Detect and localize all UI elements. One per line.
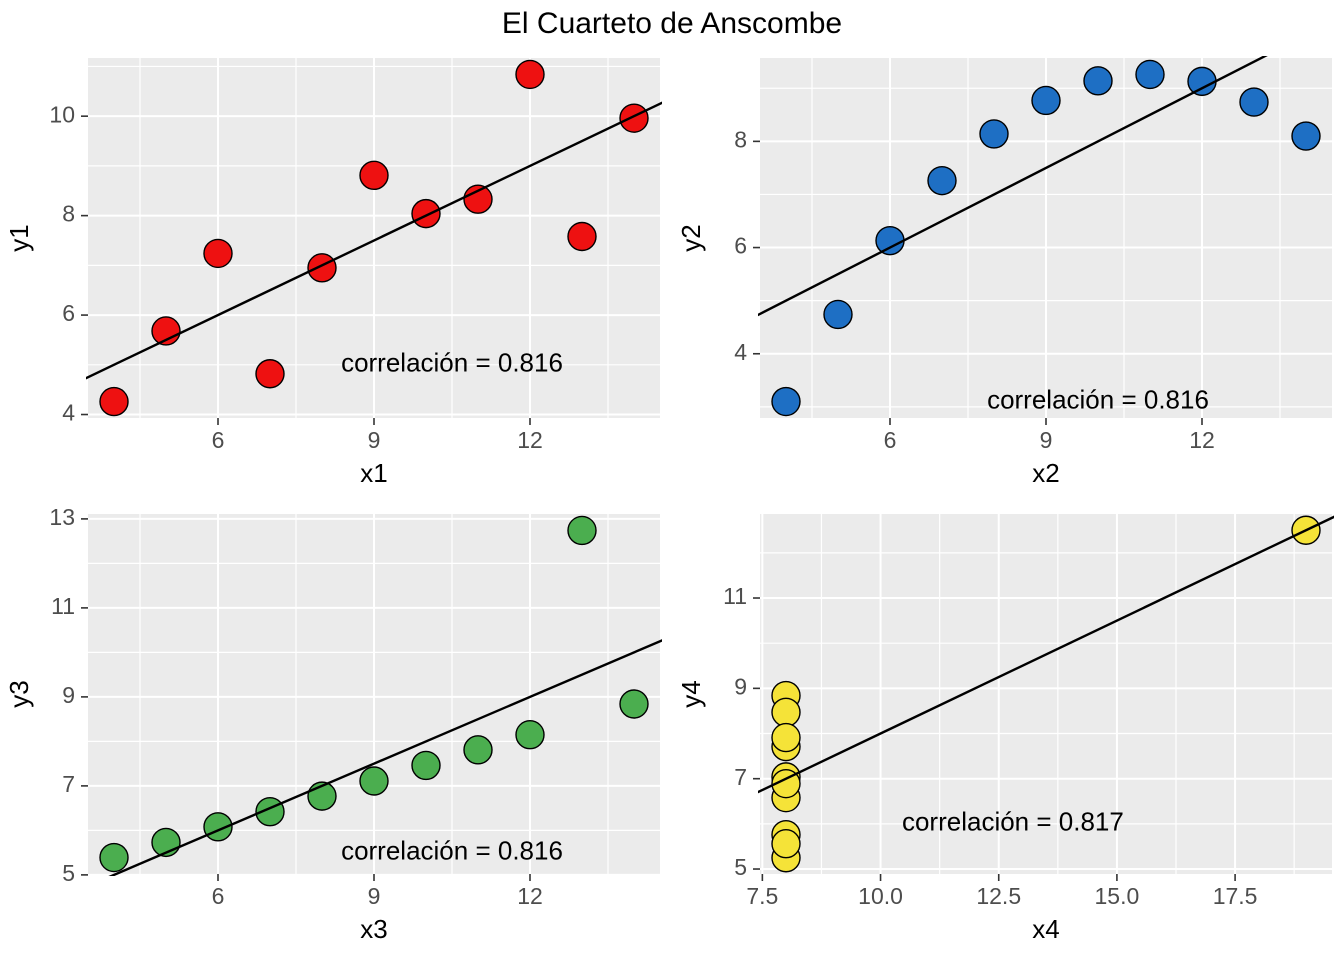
- y-axis-title: y1: [4, 224, 34, 251]
- y-tick-label: 6: [734, 233, 747, 259]
- data-point: [463, 184, 493, 214]
- correlation-annotation: correlación = 0.817: [902, 807, 1124, 837]
- y-axis-title: y4: [676, 680, 706, 707]
- data-point: [411, 750, 441, 781]
- y-tick-label: 8: [62, 201, 75, 227]
- data-point: [255, 359, 285, 389]
- x-tick-label: 7.5: [746, 883, 778, 909]
- panel-cell-4: correlación = 0.817 7.5 10.0 12.5 15.0 17.5 5 7…: [672, 504, 1344, 960]
- data-point: [1239, 87, 1269, 117]
- correlation-annotation: correlación = 0.816: [341, 348, 563, 378]
- x-tick-label: 12: [517, 427, 543, 453]
- data-point: [203, 238, 233, 269]
- y-tick-label: 10: [49, 101, 75, 127]
- y-tick-label: 13: [49, 504, 75, 530]
- scatter-panel-x1-y1: correlación = 0.816 6 9 12 4 6 8 10 x1 y1: [4, 58, 662, 488]
- points-layer: [99, 515, 649, 873]
- data-point: [463, 735, 493, 765]
- data-point: [359, 766, 389, 796]
- y-tick-label: 5: [734, 854, 747, 880]
- data-point: [515, 720, 545, 750]
- data-point: [875, 225, 905, 256]
- data-point: [151, 316, 181, 346]
- regression-line: [758, 56, 1268, 317]
- data-point: [771, 722, 801, 753]
- data-point: [619, 689, 649, 719]
- data-point: [771, 829, 801, 859]
- data-point: [307, 253, 337, 283]
- y-axis-title: y3: [4, 680, 34, 707]
- regression-layer: [108, 639, 662, 876]
- x-axis-title: x3: [360, 914, 387, 944]
- regression-layer: [758, 56, 1268, 317]
- regression-layer: [758, 515, 1334, 794]
- x-tick-label: 15.0: [1095, 883, 1140, 909]
- data-point: [567, 221, 597, 252]
- x-axis-title: x1: [360, 458, 387, 488]
- y-tick-label: 5: [62, 860, 75, 886]
- x-axis-title: x4: [1032, 914, 1059, 944]
- regression-line: [86, 101, 662, 380]
- points-layer: [771, 515, 1321, 873]
- data-point: [771, 386, 801, 417]
- data-point: [1083, 66, 1113, 96]
- y-tick-label: 6: [62, 300, 75, 326]
- data-point: [359, 160, 389, 191]
- panel-cell-1: correlación = 0.816 6 9 12 4 6 8 10 x1 y1: [0, 48, 672, 504]
- x-tick-label: 6: [884, 427, 897, 453]
- x-axis-title: x2: [1032, 458, 1059, 488]
- y-tick-label: 8: [734, 126, 747, 152]
- y-tick-label: 7: [734, 764, 747, 790]
- data-point: [1291, 121, 1321, 151]
- x-tick-label: 17.5: [1213, 883, 1258, 909]
- x-tick-label: 6: [212, 427, 225, 453]
- regression-layer: [86, 101, 662, 380]
- regression-line: [108, 639, 662, 876]
- x-tick-label: 6: [212, 883, 225, 909]
- x-tick-label: 12: [1189, 427, 1215, 453]
- data-point: [823, 299, 853, 330]
- data-point: [1031, 85, 1061, 116]
- y-tick-label: 11: [723, 583, 747, 609]
- data-point: [619, 103, 649, 133]
- x-tick-label: 9: [368, 427, 381, 453]
- y-tick-label: 9: [734, 673, 747, 699]
- regression-line: [758, 515, 1334, 794]
- data-point: [99, 386, 129, 417]
- panel-cell-3: correlación = 0.816 6 9 12 5 7 9 11 13 x3 y3: [0, 504, 672, 960]
- correlation-annotation: correlación = 0.816: [341, 836, 563, 866]
- scatter-panel-x4-y4: correlación = 0.817 7.5 10.0 12.5 15.0 17.5 5 7…: [676, 514, 1334, 944]
- panel-grid: correlación = 0.816 6 9 12 4 6 8 10 x1 y1 correla…: [0, 48, 1344, 960]
- points-layer: [771, 59, 1321, 417]
- x-tick-label: 12.5: [976, 883, 1021, 909]
- x-tick-label: 9: [368, 883, 381, 909]
- y-tick-label: 9: [62, 682, 75, 708]
- y-tick-label: 11: [51, 593, 75, 619]
- correlation-annotation: correlación = 0.816: [987, 384, 1209, 414]
- scatter-panel-x3-y3: correlación = 0.816 6 9 12 5 7 9 11 13 x3 y3: [4, 504, 662, 944]
- y-tick-label: 7: [62, 771, 75, 797]
- scatter-panel-x2-y2: correlación = 0.816 6 9 12 4 6 8 x2 y2: [676, 56, 1332, 488]
- x-tick-label: 9: [1040, 427, 1053, 453]
- data-point: [515, 59, 545, 90]
- y-tick-label: 4: [62, 400, 75, 426]
- panel-cell-2: correlación = 0.816 6 9 12 4 6 8 x2 y2: [672, 48, 1344, 504]
- data-point: [411, 198, 441, 229]
- data-point: [771, 697, 801, 727]
- y-axis-title: y2: [676, 224, 706, 251]
- data-point: [1135, 59, 1165, 90]
- x-tick-label: 10.0: [858, 883, 903, 909]
- data-point: [567, 515, 597, 546]
- data-point: [927, 165, 957, 196]
- data-point: [979, 119, 1009, 149]
- data-point: [1187, 66, 1217, 97]
- plot-title: El Cuarteto de Anscombe: [501, 7, 843, 40]
- data-point: [99, 842, 129, 873]
- panel-background: [760, 514, 1332, 874]
- y-tick-label: 4: [734, 339, 747, 365]
- x-tick-label: 12: [517, 883, 543, 909]
